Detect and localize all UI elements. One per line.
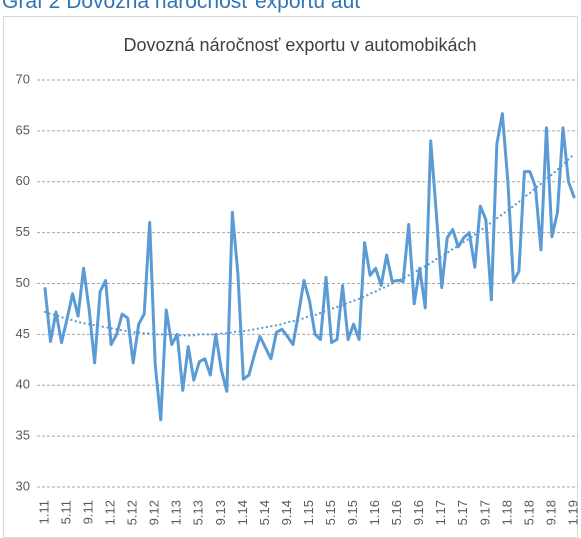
- y-tick-label: 30: [16, 478, 30, 493]
- y-tick-label: 40: [16, 377, 30, 392]
- x-tick-label: 5.17: [455, 500, 470, 525]
- x-tick-label: 9.16: [411, 500, 426, 525]
- x-tick-label: 5.16: [389, 500, 404, 525]
- x-tick-label: 1.12: [103, 500, 118, 525]
- chart-title: Dovozná náročnosť exportu v automobikách: [124, 35, 477, 55]
- x-tick-label: 5.13: [191, 500, 206, 525]
- x-tick-label: 9.13: [213, 500, 228, 525]
- trend-line: [43, 153, 576, 337]
- x-tick-label: 1.14: [235, 500, 250, 525]
- x-tick-label: 5.14: [257, 500, 272, 525]
- x-tick-label: 9.12: [147, 500, 162, 525]
- x-tick-label: 1.11: [36, 500, 51, 524]
- y-tick-label: 70: [16, 71, 30, 86]
- x-tick-label: 9.11: [81, 500, 96, 524]
- x-tick-label: 1.16: [367, 500, 382, 525]
- x-tick-label: 1.15: [301, 500, 316, 525]
- y-tick-label: 60: [16, 173, 30, 188]
- x-tick-label: 5.18: [521, 500, 536, 525]
- y-tick-label: 55: [16, 224, 30, 239]
- x-tick-label: 5.12: [125, 500, 140, 525]
- x-tick-label: 1.13: [169, 500, 184, 525]
- y-tick-label: 45: [16, 326, 30, 341]
- x-tick-label: 9.14: [279, 500, 294, 525]
- x-tick-label: 9.17: [477, 500, 492, 525]
- heading: Graf 2 Dovozná náročnosť exportu áut: [2, 0, 360, 13]
- x-tick-label: 5.11: [58, 500, 73, 524]
- x-tick-label: 1.19: [565, 500, 580, 525]
- y-tick-label: 35: [16, 428, 30, 443]
- data-line: [43, 112, 576, 422]
- x-tick-label: 1.17: [433, 500, 448, 525]
- x-tick-label: 9.18: [543, 500, 558, 525]
- x-tick-label: 5.15: [323, 500, 338, 525]
- x-tick-label: 9.15: [345, 500, 360, 525]
- y-tick-label: 50: [16, 275, 30, 290]
- x-tick-label: 1.18: [499, 500, 514, 525]
- y-tick-label: 65: [16, 122, 30, 137]
